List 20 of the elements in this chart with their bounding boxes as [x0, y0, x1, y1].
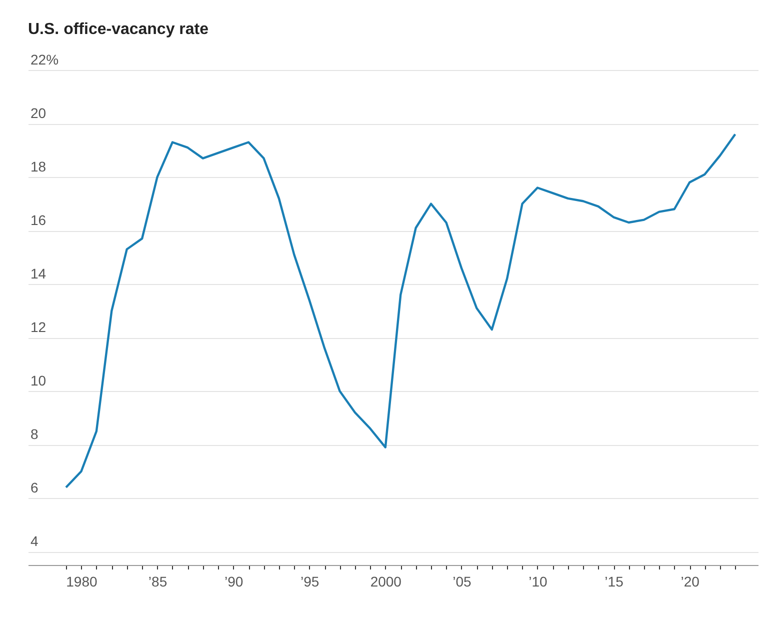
x-tick-label: ’05: [452, 574, 472, 590]
y-tick-label: 4: [30, 533, 38, 550]
y-tick-label: 18: [30, 158, 46, 175]
y-tick-label: 22%: [30, 52, 59, 68]
x-tick-label: 2000: [370, 574, 402, 590]
y-tick-label: 6: [30, 480, 38, 496]
x-tick-label: ’85: [148, 574, 168, 590]
x-tick-label: ’15: [604, 574, 624, 590]
x-tick-label: ’20: [680, 574, 700, 590]
chart-title: U.S. office-vacancy rate: [27, 20, 210, 40]
x-tick-label: ’95: [300, 574, 320, 590]
x-tick-label: ’10: [528, 574, 548, 590]
x-tick-label: 1980: [66, 574, 98, 590]
y-tick-label: 20: [30, 105, 46, 122]
y-tick-label: 16: [30, 212, 46, 228]
y-tick-label: 12: [30, 319, 46, 336]
y-tick-label: 8: [30, 426, 38, 442]
y-tick-label: 14: [30, 266, 46, 282]
y-tick-label: 10: [30, 372, 46, 389]
x-tick-label: ’90: [224, 574, 244, 590]
